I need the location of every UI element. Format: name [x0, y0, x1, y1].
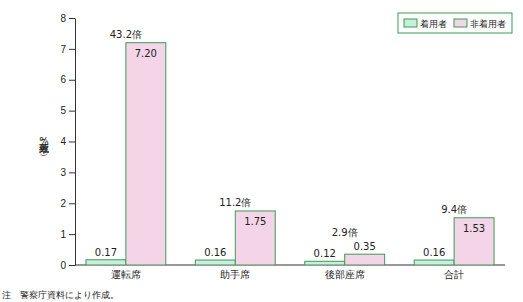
bar: [454, 218, 494, 265]
y-axis: 0 1 2 3 4 5 6 7 8: [60, 13, 75, 271]
x-tick: 後部座席: [325, 265, 365, 280]
x-tick: 運転席: [111, 265, 141, 280]
legend-label: 非着用者: [470, 19, 506, 29]
y-tick-mark: [69, 172, 75, 173]
data-label: 0.35: [354, 241, 376, 252]
y-tick: 8: [60, 13, 75, 24]
chart: 012345678運転席助手席後部座席合計致死率（%）0.170.160.120…: [0, 0, 523, 302]
y-tick-label: 6: [60, 74, 66, 85]
labels: 0.17 0.16 0.12 0.16 7.20 43.2倍 1.75 11.2倍 0.35 2.…: [95, 29, 485, 260]
legend-box: [398, 13, 512, 33]
x-axis: 運転席 助手席 後部座席 合計: [75, 265, 505, 280]
y-tick-label: 1: [60, 229, 66, 240]
x-tick-label: 後部座席: [325, 269, 365, 280]
x-tick: 助手席: [220, 265, 250, 280]
y-axis-line: [75, 19, 76, 266]
bar: [414, 260, 454, 265]
data-label: 1.53: [463, 223, 485, 234]
y-tick-mark: [69, 80, 75, 81]
y-tick: 6: [60, 74, 75, 85]
y-tick-label: 4: [60, 136, 66, 147]
y-tick-mark: [69, 234, 75, 235]
x-tick-label: 運転席: [111, 269, 141, 280]
y-tick-mark: [69, 49, 75, 50]
data-label: 0.16: [423, 247, 445, 258]
y-tick-label: 5: [60, 105, 66, 116]
y-tick-label: 2: [60, 198, 66, 209]
bar: [195, 260, 235, 265]
data-label: 0.12: [314, 248, 336, 259]
data-label: 7.20: [135, 48, 157, 59]
data-label: 0.16: [204, 247, 226, 258]
y-tick: 1: [60, 229, 75, 240]
y-tick-label: 7: [60, 44, 66, 55]
legend-swatch: [404, 19, 417, 27]
bars: [86, 43, 494, 265]
ratio-annotation: 2.9倍: [332, 227, 358, 238]
bar: [126, 43, 166, 265]
ratio-annotation: 9.4倍: [441, 204, 467, 215]
x-tick: 合計: [444, 265, 464, 280]
y-tick-mark: [69, 111, 75, 112]
ratio-annotation: 43.2倍: [110, 29, 142, 40]
y-tick: 7: [60, 44, 75, 55]
y-tick-mark: [69, 142, 75, 143]
footnote: 注 警察庁資料により作成。: [2, 290, 119, 300]
legend-swatch: [454, 19, 467, 27]
y-tick-mark: [69, 265, 75, 266]
data-label: 1.75: [244, 216, 266, 227]
y-tick-label: 8: [60, 13, 66, 24]
x-tick-label: 助手席: [220, 269, 250, 280]
y-tick: 2: [60, 198, 75, 209]
y-tick-label: 3: [60, 167, 66, 178]
y-axis-title: 致死率（%）: [39, 136, 50, 156]
legend: 着用者 非着用者: [398, 13, 512, 33]
y-tick: 3: [60, 167, 75, 178]
legend-label: 着用者: [420, 19, 447, 29]
data-label: 0.17: [95, 247, 117, 258]
y-tick: 5: [60, 105, 75, 116]
y-tick: 0: [60, 260, 75, 271]
y-tick-mark: [69, 18, 75, 19]
bar: [305, 261, 345, 265]
y-tick: 4: [60, 136, 75, 147]
y-tick-mark: [69, 203, 75, 204]
y-tick-label: 0: [60, 260, 66, 271]
bar: [86, 260, 126, 265]
x-tick-label: 合計: [444, 269, 464, 280]
ratio-annotation: 11.2倍: [219, 197, 251, 208]
bar: [345, 254, 385, 265]
bar: [235, 211, 275, 265]
